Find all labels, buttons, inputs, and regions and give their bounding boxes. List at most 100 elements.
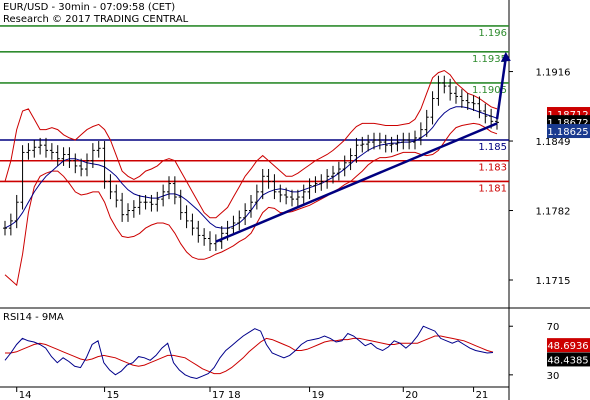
- price-bar: [219, 226, 224, 249]
- level-label-1: 1.1935: [472, 54, 507, 65]
- price-bar: [477, 96, 482, 119]
- price-bar: [131, 200, 136, 218]
- price-bar: [114, 184, 119, 208]
- uptrend-line: [215, 122, 498, 243]
- price-bar: [155, 191, 160, 212]
- price-bar: [260, 169, 265, 200]
- price-bar: [237, 210, 242, 231]
- band-lower-line: [4, 122, 498, 287]
- time-tick-label-2: 17 18: [212, 390, 241, 400]
- price-bar: [401, 132, 406, 150]
- price-bar: [44, 137, 48, 158]
- price-bar: [102, 141, 107, 189]
- price-tick-label-3: 1.1715: [536, 276, 571, 287]
- price-tag-label-2: 1.18625: [547, 127, 588, 138]
- rsi-tag-label-1: 48.4385: [547, 355, 588, 366]
- price-bar: [383, 134, 388, 153]
- price-bar: [126, 203, 130, 222]
- price-bar: [442, 75, 447, 94]
- price-bar: [424, 109, 429, 137]
- price-bar: [454, 86, 458, 104]
- price-tag-label-1: 1.18672: [547, 118, 588, 129]
- price-bar: [167, 176, 171, 200]
- price-bar: [295, 189, 300, 207]
- price-bar: [61, 147, 66, 166]
- price-bar: [90, 143, 95, 168]
- price-bar: [67, 147, 72, 168]
- time-tick-label-1: 15: [107, 390, 120, 400]
- price-bar: [301, 184, 306, 205]
- price-bar: [465, 93, 470, 110]
- price-bar: [49, 143, 54, 160]
- price-bar: [26, 143, 31, 160]
- price-bar: [249, 194, 253, 218]
- level-label-3: 1.185: [478, 142, 507, 153]
- level-label-2: 1.1905: [472, 85, 507, 96]
- rsi-tag-box-0: [547, 338, 590, 353]
- price-bar: [190, 213, 195, 236]
- price-bar: [278, 184, 283, 203]
- price-bar: [459, 89, 464, 108]
- trendline-and-arrow: [215, 51, 511, 243]
- price-bar: [307, 178, 312, 200]
- price-bar: [161, 184, 166, 207]
- price-tag-box-2: [547, 124, 590, 139]
- support-resistance-levels: 1.196 1.1935 1.1905 1.185 1.183 1.181: [0, 25, 509, 194]
- price-bar: [377, 132, 382, 150]
- price-bar: [325, 169, 330, 189]
- price-bar: [354, 137, 359, 163]
- target-arrow-shaft: [495, 57, 508, 120]
- price-bar: [413, 130, 417, 150]
- price-bar: [85, 153, 89, 177]
- rsi-tick-label-1: 30: [547, 371, 560, 382]
- time-tick-label-3: 19: [312, 390, 325, 400]
- price-bar: [319, 174, 324, 191]
- price-bar: [96, 141, 101, 158]
- time-tick-label-5: 21: [476, 390, 489, 400]
- target-arrow-head: [500, 51, 511, 62]
- price-bar: [8, 213, 13, 236]
- price-bar: [331, 165, 335, 184]
- bollinger-bands: [4, 69, 498, 287]
- time-tick-label-0: 14: [19, 390, 32, 400]
- price-bar: [360, 136, 365, 153]
- price-bar: [336, 161, 341, 181]
- time-axis-ticks: 14 15 17 18 19 20 21: [16, 387, 489, 400]
- price-bar: [137, 194, 142, 215]
- rsi-line: [4, 325, 494, 380]
- level-label-4: 1.183: [478, 163, 507, 174]
- price-bar: [202, 228, 207, 246]
- price-bar: [407, 132, 412, 150]
- price-bar: [418, 122, 423, 146]
- level-label-0: 1.196: [478, 28, 507, 39]
- price-bar: [366, 134, 371, 152]
- price-bar: [436, 75, 441, 106]
- price-bar: [313, 176, 318, 193]
- price-bar: [254, 184, 259, 210]
- price-bar: [372, 132, 376, 150]
- price-bar: [243, 203, 248, 226]
- price-bar: [178, 189, 183, 220]
- chart-title: EUR/USD - 30min - 07:09:58 (CET): [3, 2, 176, 13]
- price-bar: [120, 192, 125, 222]
- price-bar: [284, 187, 289, 205]
- price-bar: [196, 220, 201, 243]
- price-bar: [342, 155, 347, 177]
- price-bar: [483, 103, 488, 124]
- price-bar: [471, 95, 476, 111]
- price-bar: [272, 174, 277, 200]
- price-bar: [79, 158, 84, 177]
- rsi-tag-box-1: [547, 352, 590, 367]
- price-bar: [108, 174, 113, 200]
- price-bar: [143, 194, 148, 210]
- price-bar: [395, 134, 400, 152]
- price-bar: [348, 148, 353, 171]
- price-bars: [3, 75, 499, 251]
- chart-copyright: Research © 2017 TRADING CENTRAL: [3, 14, 189, 25]
- price-tick-label-0: 1.1916: [536, 68, 571, 79]
- price-bar: [184, 205, 189, 229]
- price-bar: [389, 136, 394, 153]
- price-bar: [266, 169, 271, 189]
